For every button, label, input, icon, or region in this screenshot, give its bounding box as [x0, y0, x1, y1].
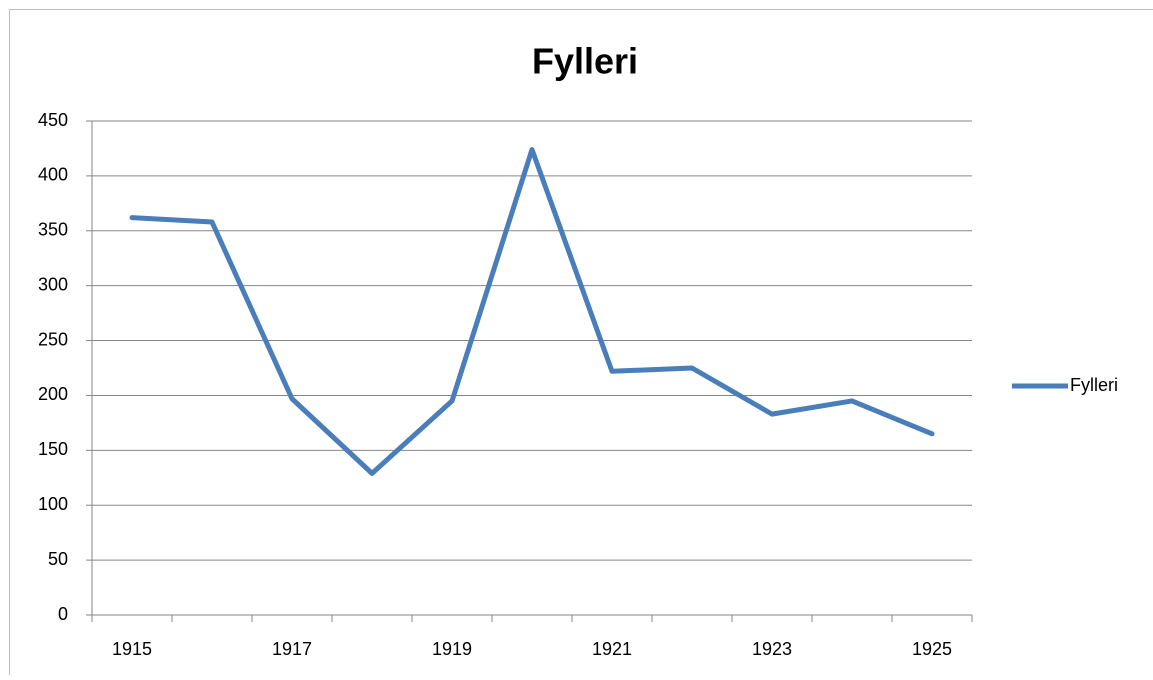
x-tick-label: 1925 [912, 639, 952, 659]
y-tick-label: 450 [38, 110, 68, 130]
y-tick-label: 100 [38, 494, 68, 514]
x-tick-label: 1921 [592, 639, 632, 659]
x-tick-label: 1919 [432, 639, 472, 659]
y-tick-label: 50 [48, 549, 68, 569]
x-tick-label: 1917 [272, 639, 312, 659]
y-tick-label: 300 [38, 274, 68, 294]
y-tick-label: 200 [38, 384, 68, 404]
chart-title: Fylleri [532, 41, 638, 82]
y-tick-label: 250 [38, 329, 68, 349]
legend-label: Fylleri [1070, 375, 1118, 395]
y-tick-label: 400 [38, 165, 68, 185]
y-tick-label: 350 [38, 220, 68, 240]
y-tick-label: 150 [38, 439, 68, 459]
y-tick-label: 0 [58, 604, 68, 624]
x-tick-label: 1915 [112, 639, 152, 659]
x-tick-label: 1923 [752, 639, 792, 659]
chart-frame [10, 10, 1153, 676]
